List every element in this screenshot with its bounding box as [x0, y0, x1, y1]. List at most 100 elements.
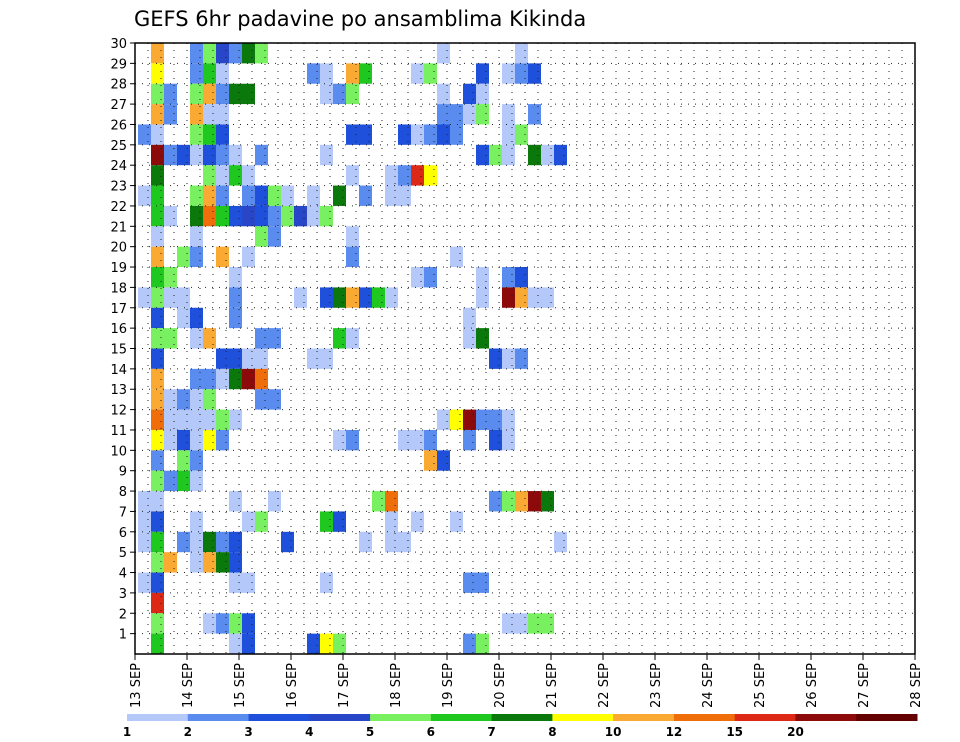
heatmap-cell	[216, 63, 229, 84]
heatmap-cell	[242, 165, 255, 186]
y-tick-label: 16	[110, 322, 127, 337]
heatmap-cell	[502, 144, 515, 166]
heatmap-cell	[216, 246, 229, 268]
heatmap-cell	[424, 165, 437, 186]
y-tick-label: 27	[110, 98, 127, 113]
heatmap-cell	[229, 613, 242, 634]
heatmap-cell	[216, 429, 229, 451]
heatmap-cell	[151, 104, 164, 125]
heatmap-cell	[489, 429, 502, 451]
heatmap-cell	[151, 491, 164, 512]
heatmap-cell	[320, 572, 333, 593]
heatmap-cell	[229, 165, 242, 186]
heatmap-cell	[138, 124, 151, 145]
heatmap-cell	[268, 205, 281, 227]
heatmap-cell	[242, 613, 255, 634]
heatmap-cell	[346, 63, 359, 84]
heatmap-cell	[216, 552, 229, 573]
heatmap-cell	[242, 633, 255, 654]
heatmap-cell	[164, 429, 177, 451]
heatmap-cell	[190, 124, 203, 145]
heatmap-cell	[346, 165, 359, 186]
heatmap-cell	[515, 267, 528, 288]
heatmap-cell	[138, 287, 151, 308]
x-tick-label: 23 SEP	[649, 663, 664, 708]
heatmap-cell	[203, 144, 216, 166]
heatmap-cell	[151, 470, 164, 492]
heatmap-cell	[463, 429, 476, 451]
heatmap-cell	[203, 328, 216, 349]
heatmap-cell	[151, 43, 164, 64]
axes: 1234567891011121314151617181920212223242…	[110, 37, 924, 708]
heatmap-cell	[424, 124, 437, 145]
heatmap-cell	[502, 124, 515, 145]
heatmap-cell	[190, 144, 203, 166]
y-tick-label: 12	[110, 404, 127, 419]
heatmap-cell	[333, 287, 346, 308]
legend-label: 5	[366, 725, 374, 739]
heatmap-cell	[333, 328, 346, 349]
heatmap-cell	[450, 409, 463, 430]
heatmap-cell	[151, 552, 164, 573]
heatmap-cell	[242, 368, 255, 390]
chart-title: GEFS 6hr padavine po ansamblima Kikinda	[134, 7, 586, 31]
heatmap-cell	[164, 267, 177, 288]
y-tick-label: 30	[110, 37, 127, 52]
heatmap-cell	[138, 531, 151, 553]
legend-swatch	[613, 714, 675, 721]
heatmap-cell	[164, 470, 177, 492]
heatmap-cell	[515, 63, 528, 84]
heatmap-cell	[203, 124, 216, 145]
heatmap-cell	[528, 613, 541, 634]
heatmap-cell	[541, 144, 554, 166]
heatmap-cell	[242, 348, 255, 369]
heatmap-cell	[411, 63, 424, 84]
heatmap-cell	[333, 185, 346, 206]
heatmap-cell	[151, 348, 164, 369]
heatmap-cell	[450, 104, 463, 125]
legend-label: 4	[305, 725, 313, 739]
heatmap-cell	[281, 205, 294, 227]
y-tick-label: 9	[119, 465, 127, 480]
heatmap-cell	[177, 429, 190, 451]
heatmap-cell	[190, 409, 203, 430]
heatmap-cell	[385, 531, 398, 553]
heatmap-cell	[190, 104, 203, 125]
heatmap-cell	[502, 409, 515, 430]
heatmap-cell	[190, 83, 203, 105]
legend-swatch	[127, 714, 189, 721]
heatmap-cell	[151, 165, 164, 186]
legend-swatch	[370, 714, 432, 721]
heatmap-cell	[229, 409, 242, 430]
heatmap-cell	[307, 63, 320, 84]
heatmap-cell	[242, 185, 255, 206]
heatmap-cell	[242, 43, 255, 64]
heatmap-cell	[203, 429, 216, 451]
heatmap-cell	[229, 205, 242, 227]
heatmap-cell	[346, 83, 359, 105]
x-tick-label: 20 SEP	[493, 663, 508, 708]
legend-label: 6	[427, 725, 435, 739]
heatmap-cell	[229, 633, 242, 654]
heatmap-cell	[190, 429, 203, 451]
legend-label: 7	[487, 725, 495, 739]
heatmap-cell	[216, 348, 229, 369]
heatmap-cell	[476, 328, 489, 349]
heatmap-cell	[268, 389, 281, 410]
y-tick-label: 23	[110, 180, 127, 195]
heatmap-cell	[359, 287, 372, 308]
heatmap-cell	[255, 348, 268, 369]
heatmap-cell	[333, 429, 346, 451]
heatmap-cell	[229, 531, 242, 553]
heatmap-cell	[203, 389, 216, 410]
y-tick-label: 4	[119, 567, 127, 582]
heatmap-cell	[203, 409, 216, 430]
heatmap-cell	[203, 165, 216, 186]
y-tick-label: 29	[110, 57, 127, 72]
y-tick-label: 6	[119, 526, 127, 541]
heatmap-cell	[138, 511, 151, 532]
heatmap-cell	[346, 429, 359, 451]
heatmap-cell	[476, 83, 489, 105]
heatmap-cell	[515, 43, 528, 64]
legend-label: 1	[123, 725, 131, 739]
